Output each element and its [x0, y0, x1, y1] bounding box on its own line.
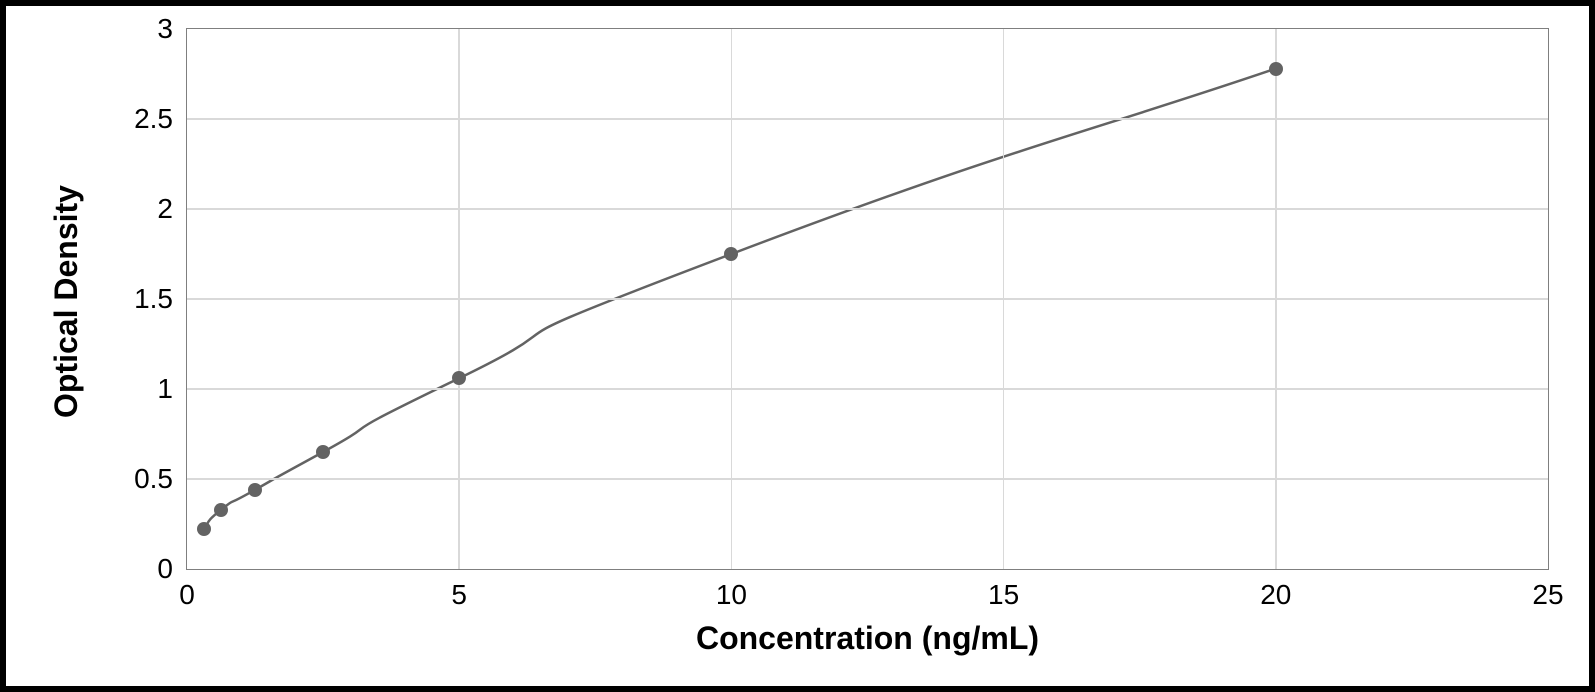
data-marker — [248, 483, 262, 497]
y-tick-label: 1 — [157, 373, 187, 405]
y-axis-label: Optical Density — [48, 185, 85, 418]
data-marker — [1269, 62, 1283, 76]
y-tick-label: 0 — [157, 553, 187, 585]
chart-frame: Optical Density Concentration (ng/mL) 05… — [0, 0, 1595, 692]
chart-container: Optical Density Concentration (ng/mL) 05… — [36, 28, 1559, 664]
x-tick-label: 25 — [1532, 569, 1563, 611]
x-tick-label: 15 — [988, 569, 1019, 611]
y-tick-label: 3 — [157, 13, 187, 45]
grid-horizontal — [187, 118, 1548, 120]
y-tick-label: 1.5 — [134, 283, 187, 315]
grid-horizontal — [187, 388, 1548, 390]
grid-horizontal — [187, 298, 1548, 300]
y-tick-label: 2.5 — [134, 103, 187, 135]
plot-area: 051015202500.511.522.53 — [186, 28, 1549, 570]
x-axis-label: Concentration (ng/mL) — [186, 620, 1549, 664]
data-marker — [316, 445, 330, 459]
y-tick-label: 0.5 — [134, 463, 187, 495]
data-marker — [214, 503, 228, 517]
grid-horizontal — [187, 208, 1548, 210]
grid-horizontal — [187, 478, 1548, 480]
y-axis-label-container: Optical Density — [36, 28, 96, 574]
y-tick-label: 2 — [157, 193, 187, 225]
x-tick-label: 10 — [716, 569, 747, 611]
x-tick-label: 5 — [451, 569, 467, 611]
x-tick-label: 20 — [1260, 569, 1291, 611]
